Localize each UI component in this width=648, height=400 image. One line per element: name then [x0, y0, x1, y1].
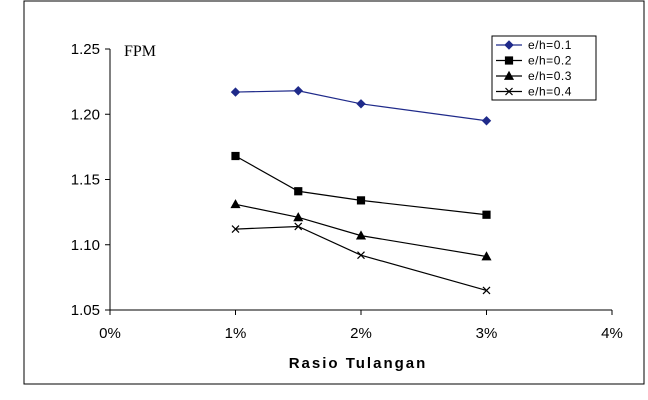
- chart-series: [230, 86, 492, 295]
- series-3: [230, 199, 492, 261]
- series-line: [235, 155, 487, 216]
- legend-marker: [505, 87, 513, 96]
- x-tick-label: 4%: [601, 325, 623, 342]
- legend-marker: [504, 56, 514, 65]
- series-4: [231, 222, 491, 295]
- data-point: [356, 196, 366, 205]
- y-tick-label: 1.05: [71, 302, 100, 319]
- legend-item: e/h=0.3: [496, 69, 572, 83]
- legend-label: e/h=0.2: [528, 54, 572, 68]
- x-tick-label: 2%: [350, 325, 372, 342]
- y-tick-label: 1.20: [71, 106, 100, 123]
- x-axis-label: Rasio Tulangan: [289, 355, 428, 372]
- data-point: [231, 225, 240, 234]
- legend-label: e/h=0.1: [528, 38, 572, 52]
- marker-stroke: [505, 87, 513, 96]
- data-point: [294, 222, 303, 231]
- legend-marker: [503, 70, 515, 80]
- y-tick-label: 1.10: [71, 237, 100, 254]
- series-line: [235, 90, 487, 122]
- data-point: [230, 199, 241, 209]
- data-point: [355, 230, 367, 240]
- y-tick-label: 1.15: [71, 172, 100, 189]
- x-tick-label: 3%: [476, 325, 498, 342]
- legend-label: e/h=0.3: [528, 69, 572, 83]
- data-point: [230, 87, 241, 97]
- marker-stroke: [357, 251, 365, 260]
- series-line: [235, 203, 487, 258]
- series-2: [231, 151, 491, 219]
- legend-item: e/h=0.2: [496, 54, 572, 68]
- data-point: [356, 99, 366, 109]
- data-point: [293, 212, 304, 222]
- legend-marker: [504, 40, 514, 50]
- data-point: [482, 210, 491, 219]
- marker-stroke: [482, 286, 491, 295]
- data-point: [231, 151, 240, 161]
- y-axis-label: FPM: [124, 43, 156, 60]
- data-point: [481, 116, 492, 126]
- data-point: [482, 286, 491, 295]
- y-tick-label: 1.25: [71, 41, 100, 58]
- data-point: [357, 251, 365, 260]
- legend-item: e/h=0.4: [496, 85, 572, 99]
- marker-stroke: [231, 225, 240, 234]
- legend-label: e/h=0.4: [528, 85, 572, 99]
- marker-stroke: [294, 222, 303, 231]
- data-point: [481, 251, 492, 261]
- data-point: [293, 86, 303, 96]
- series-line: [235, 225, 487, 292]
- legend-item: e/h=0.1: [496, 38, 572, 52]
- x-tick-label: 1%: [225, 325, 247, 342]
- legend-box: [491, 35, 597, 101]
- series-1: [230, 86, 492, 126]
- chart-tick-labels: 1.05 1.10 1.15 1.20 1.25 0% 1% 2% 3% 4%: [71, 41, 623, 342]
- x-tick-label: 0%: [99, 325, 121, 342]
- chart-legend: e/h=0.1 e/h=0.2e/h=0.3 e/h=0.4: [491, 35, 597, 101]
- data-point: [294, 187, 303, 196]
